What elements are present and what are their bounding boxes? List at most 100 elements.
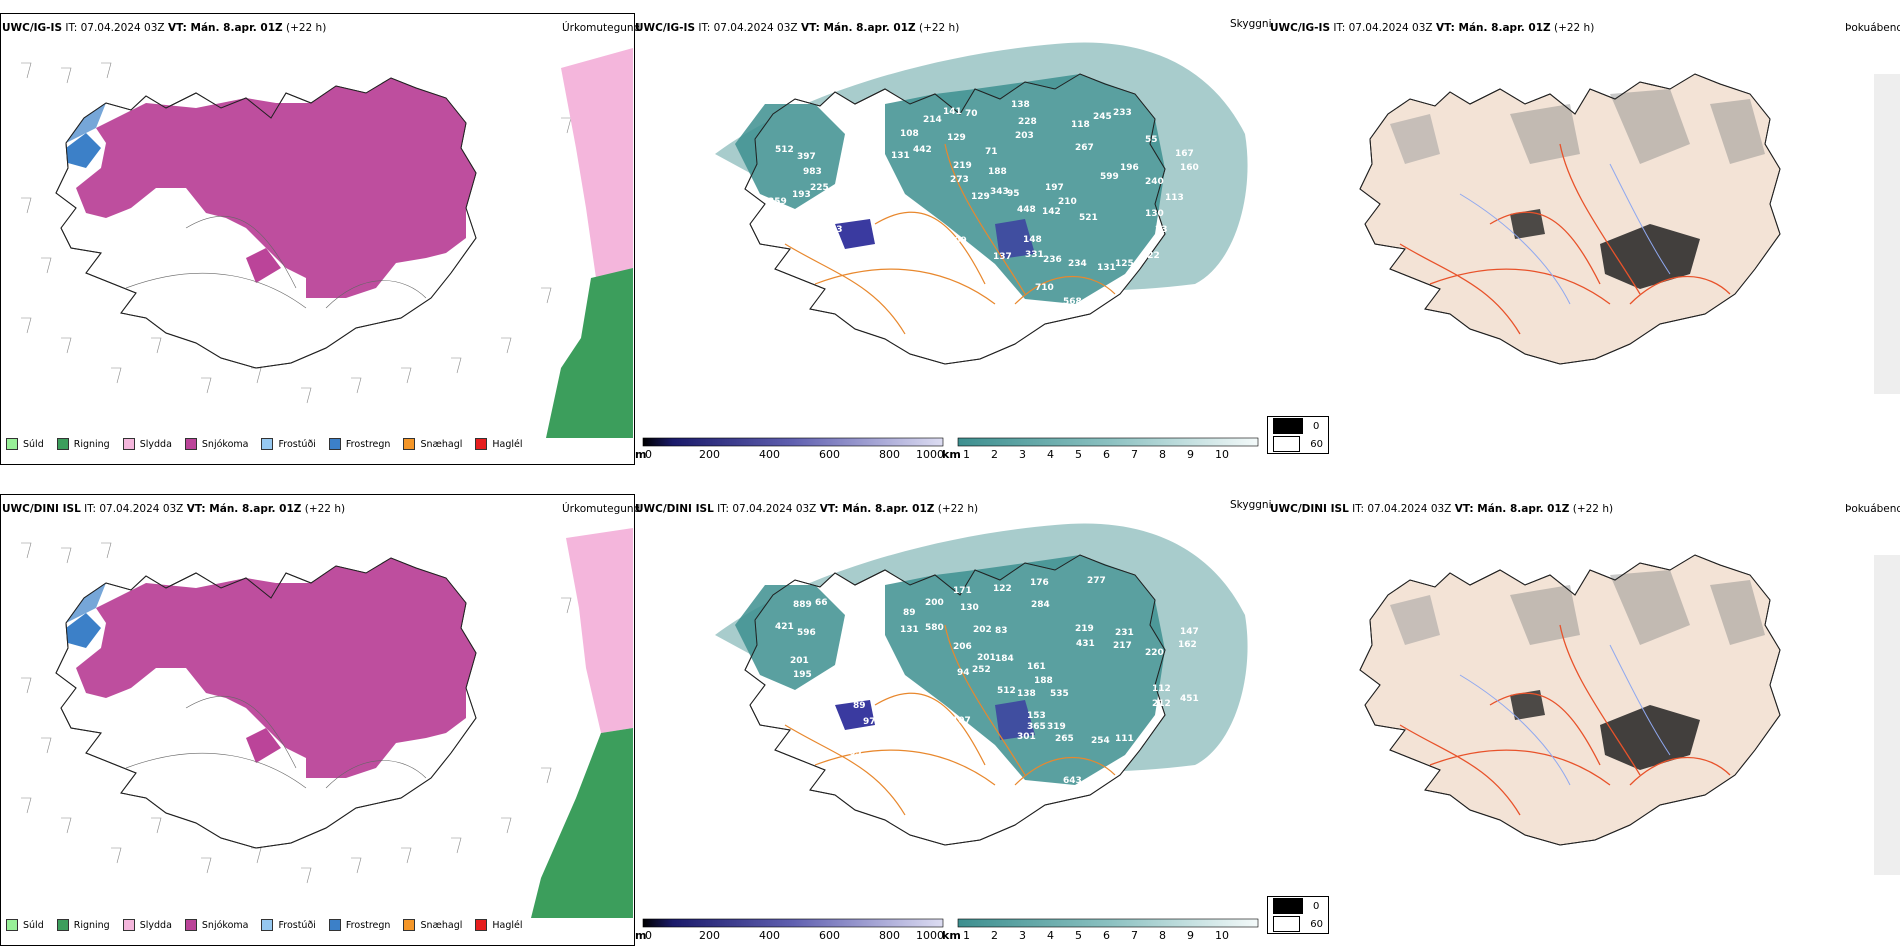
visibility-label: 241 (787, 698, 806, 708)
tick: 6 (1103, 448, 1110, 461)
legend-swatch (184, 438, 197, 450)
legend-item: Snjókoma (184, 919, 248, 931)
legend-item: Snæhagl (403, 919, 462, 931)
tick: 2 (991, 448, 998, 461)
visibility-label: 210 (1058, 197, 1077, 207)
legend-item: Súld (6, 919, 44, 931)
fog-map-1 (1359, 73, 1900, 394)
visibility-label: 245 (1093, 112, 1112, 122)
tick: 10 (1215, 448, 1229, 461)
tick: 800 (879, 448, 900, 461)
header-visibility-1: UWC/IG-IS IT: 07.04.2024 03Z VT: Mán. 8.… (635, 22, 960, 34)
visibility-label: 147 (1180, 627, 1199, 637)
visibility-label: 89 (853, 701, 866, 711)
visibility-label: 131 (900, 625, 919, 635)
colorbar-m (642, 918, 944, 928)
fog-legend-item: 60 (1268, 435, 1328, 453)
visibility-label: 193 (792, 190, 811, 200)
header-precip-1: UWC/IG-IS IT: 07.04.2024 03Z VT: Mán. 8.… (2, 22, 327, 34)
legend-item: Rigning (56, 438, 110, 450)
visibility-label: 108 (900, 129, 919, 139)
visibility-label: 201 (977, 653, 996, 663)
precip-map-1 (21, 48, 633, 438)
tick: 6 (1103, 929, 1110, 942)
visibility-label: 643 (1063, 776, 1082, 786)
visibility-label: 171 (953, 586, 972, 596)
legend-swatch (403, 919, 416, 931)
tick: 0 (645, 448, 652, 461)
legend-item: Snæhagl (403, 438, 462, 450)
visibility-colorbar-2: m 0 200 400 600 800 1000 km 1 2 3 4 5 6 … (635, 918, 1259, 942)
visibility-label: 131 (1097, 263, 1116, 273)
visibility-label: 421 (775, 622, 794, 632)
visibility-map-2: 101 71 97 889 66 421 596 201 195 241 96 … (715, 523, 1248, 846)
visibility-label: 142 (1042, 207, 1061, 217)
unit-km: km (942, 929, 961, 942)
visibility-label: 225 (810, 183, 829, 193)
header-fog-2: UWC/DINI ISL IT: 07.04.2024 03Z VT: Mán.… (1270, 503, 1614, 515)
visibility-label: 97 (739, 594, 752, 604)
legend-item: Frostregn (328, 919, 390, 931)
colorbar-km (957, 918, 1259, 928)
visibility-label: 94 (957, 668, 970, 678)
precip-legend-1: Súld Rigning Slydda Snjókoma Frostúði Fr… (6, 438, 536, 450)
visibility-label: 162 (1178, 640, 1197, 650)
precip-title-1: Úrkomutegund (562, 22, 641, 34)
visibility-label: 220 (1145, 648, 1164, 658)
visibility-map-1: 176 95 75 512 397 983 225 259 193 336 31… (715, 42, 1248, 365)
visibility-label: 138 (1017, 689, 1036, 699)
visibility-label: 153 (1027, 711, 1046, 721)
tick: 2 (991, 929, 998, 942)
fog-map-2 (1359, 554, 1900, 875)
visibility-title-2: Skyggni (1230, 499, 1272, 511)
visibility-label: 95 (1007, 189, 1020, 199)
legend-item: Slydda (122, 919, 172, 931)
visibility-label: 365 (1027, 722, 1046, 732)
visibility-label: 596 (797, 628, 816, 638)
visibility-label: 200 (925, 598, 944, 608)
tick: 400 (759, 929, 780, 942)
tick: 200 (699, 929, 720, 942)
visibility-label: 184 (995, 654, 1014, 664)
legend-item: Slydda (122, 438, 172, 450)
visibility-label: 176 (767, 85, 786, 95)
legend-swatch (261, 438, 274, 450)
legend-item: Snjókoma (184, 438, 248, 450)
visibility-label: 131 (891, 151, 910, 161)
visibility-label: 75 (738, 115, 751, 125)
tick: 5 (1075, 448, 1082, 461)
fog-swatch (1273, 916, 1301, 932)
legend-item: Frostúði (261, 438, 316, 450)
visibility-label: 219 (1075, 624, 1094, 634)
visibility-label: 176 (1030, 578, 1049, 588)
visibility-label: 66 (815, 598, 828, 608)
visibility-label: 111 (1115, 734, 1134, 744)
visibility-label: 161 (1027, 662, 1046, 672)
tick: 4 (1047, 448, 1054, 461)
visibility-label: 71 (782, 564, 795, 574)
visibility-label: 188 (1034, 676, 1053, 686)
precip-map-2 (21, 528, 633, 918)
visibility-labels-2: 101 71 97 889 66 421 596 201 195 241 96 … (739, 564, 1199, 786)
visibility-label: 112 (1152, 684, 1171, 694)
visibility-label: 101 (755, 564, 774, 574)
fog-swatch (1273, 898, 1303, 914)
visibility-label: 160 (1180, 163, 1199, 173)
tick: 600 (819, 448, 840, 461)
legend-item: Frostúði (261, 919, 316, 931)
visibility-label: 252 (972, 665, 991, 675)
visibility-label: 265 (1055, 734, 1074, 744)
visibility-label: 240 (1145, 177, 1164, 187)
unit-km: km (942, 448, 961, 461)
visibility-label: 259 (768, 197, 787, 207)
visibility-label: 23 (1155, 225, 1168, 235)
visibility-label: 113 (1165, 193, 1184, 203)
visibility-label: 236 (1043, 255, 1062, 265)
visibility-label: 451 (1180, 694, 1199, 704)
visibility-label: 284 (1031, 600, 1050, 610)
legend-item: Rigning (56, 919, 110, 931)
visibility-label: 138 (1011, 100, 1030, 110)
visibility-label: 118 (1071, 120, 1090, 130)
visibility-label: 203 (1015, 131, 1034, 141)
visibility-label: 318 (805, 237, 824, 247)
